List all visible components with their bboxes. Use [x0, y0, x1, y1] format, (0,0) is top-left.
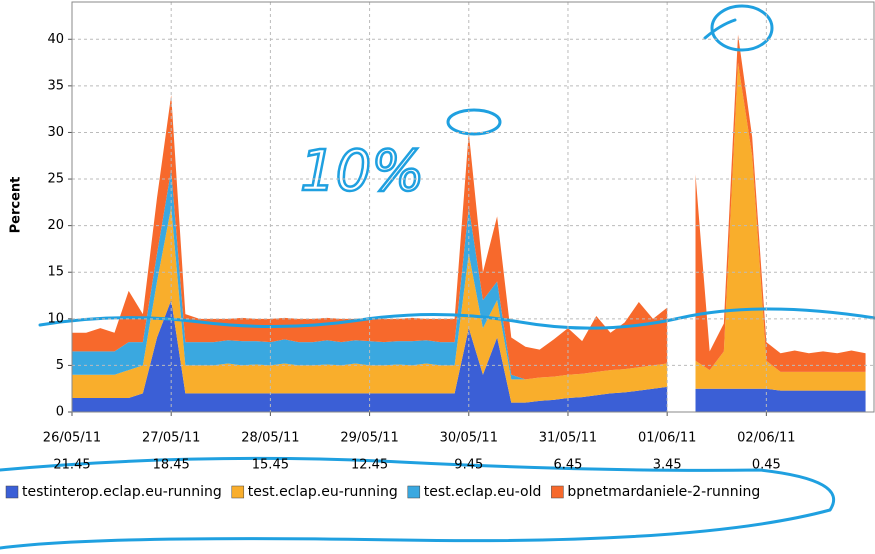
annotation-circle: [446, 108, 502, 136]
x-tick-sublabel: 3.45: [653, 458, 682, 473]
legend-label: testinterop.eclap.eu-running: [22, 484, 222, 500]
plot-frame: [71, 1, 875, 413]
area: [72, 207, 668, 403]
x-tick-sublabel: 15.45: [252, 458, 289, 473]
legend-label: bpnetmardaniele-2-running: [567, 484, 760, 500]
y-tick-label: 5: [56, 358, 64, 373]
x-tick-label: 26/05/11: [43, 431, 101, 446]
y-tick-label: 0: [56, 405, 64, 420]
x-tick-label: 27/05/11: [142, 431, 200, 446]
area: [72, 169, 668, 380]
y-tick-label: 15: [47, 265, 64, 280]
x-tick-sublabel: 21.45: [53, 458, 90, 473]
x-tick-label: 28/05/11: [241, 431, 299, 446]
annotation-loop: [0, 456, 836, 550]
x-tick-sublabel: 9.45: [454, 458, 483, 473]
x-tick-sublabel: 18.45: [153, 458, 190, 473]
x-tick-sublabel: 6.45: [553, 458, 582, 473]
y-tick-label: 25: [47, 172, 64, 187]
area: [695, 62, 866, 372]
area: [695, 388, 866, 412]
x-tick-sublabel: 0.45: [752, 458, 781, 473]
legend-swatch: [407, 485, 421, 499]
area: [695, 34, 866, 372]
y-tick-label: 40: [47, 32, 64, 47]
y-tick-label: 30: [47, 125, 64, 140]
x-tick-label: 01/06/11: [638, 431, 696, 446]
annotation-text: 10%: [300, 139, 424, 204]
legend-swatch: [231, 485, 245, 499]
x-tick-label: 29/05/11: [340, 431, 398, 446]
y-tick-label: 35: [47, 78, 64, 93]
x-tick-label: 31/05/11: [539, 431, 597, 446]
y-axis-label: Percent: [9, 177, 24, 234]
x-tick-label: 02/06/11: [737, 431, 795, 446]
legend-swatch: [5, 485, 19, 499]
y-tick-label: 20: [47, 218, 64, 233]
legend-label: test.eclap.eu-old: [424, 484, 542, 500]
plot-area: [72, 34, 866, 412]
annotation-line: [38, 307, 875, 330]
x-tick-label: 30/05/11: [440, 431, 498, 446]
annotation-stroke: [703, 18, 737, 40]
x-tick-sublabel: 12.45: [351, 458, 388, 473]
legend-swatch: [551, 485, 564, 499]
annotation-circle: [710, 4, 774, 52]
area: [72, 300, 668, 412]
y-tick-label: 10: [47, 311, 64, 326]
legend-label: test.eclap.eu-running: [248, 484, 398, 500]
